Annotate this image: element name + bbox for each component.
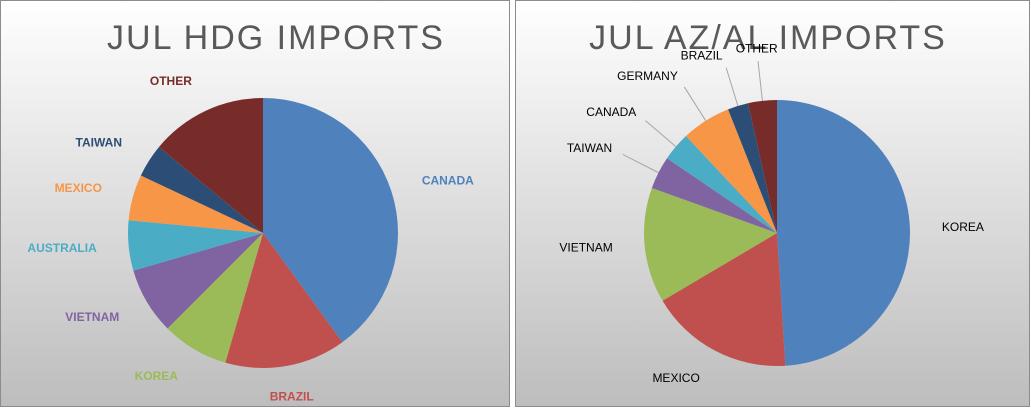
slice-label: TAIWAN: [567, 141, 612, 155]
slice-label: KOREA: [942, 220, 984, 234]
slice-label: MEXICO: [55, 181, 102, 195]
pie-slice: [651, 158, 777, 233]
slice-label: TAIWAN: [76, 136, 122, 150]
pie-slice: [662, 233, 786, 366]
slice-label: GERMANY: [617, 69, 678, 83]
slice-label: MEXICO: [652, 371, 699, 385]
pie-slice: [128, 220, 263, 271]
slice-label: VIETNAM: [559, 241, 612, 255]
slice-label: CANADA: [422, 174, 474, 188]
slice-label: OTHER: [150, 74, 192, 88]
slice-label: AUSTRALIA: [27, 241, 97, 255]
slice-label: BRAZIL: [681, 48, 723, 62]
pie-slice: [643, 187, 777, 301]
leader-line: [725, 67, 739, 107]
leader-line: [622, 154, 659, 174]
chart-title: JUL HDG IMPORTS: [107, 19, 445, 57]
pie-slice: [685, 109, 777, 233]
slice-label: BRAZIL: [270, 390, 314, 404]
chart-title: JUL AZ/AL IMPORTS: [589, 19, 947, 57]
leader-line: [683, 86, 707, 121]
slice-label: VIETNAM: [65, 310, 119, 324]
pie-slice: [225, 233, 343, 369]
pie-slice: [777, 100, 911, 366]
pie-slice: [167, 233, 263, 363]
pie-slice: [728, 103, 777, 234]
pie-slice: [133, 233, 263, 329]
pie-slice: [747, 100, 777, 233]
slice-label: OTHER: [736, 41, 778, 55]
slice-label: CANADA: [586, 105, 636, 119]
slice-label: KOREA: [135, 369, 179, 383]
pie-slice: [263, 98, 399, 343]
leader-line: [645, 120, 677, 148]
pie-slice: [158, 98, 263, 233]
pie-slice: [666, 136, 777, 233]
pie-slice: [128, 175, 263, 233]
leader-line: [757, 60, 763, 101]
pie-slice: [140, 146, 263, 233]
